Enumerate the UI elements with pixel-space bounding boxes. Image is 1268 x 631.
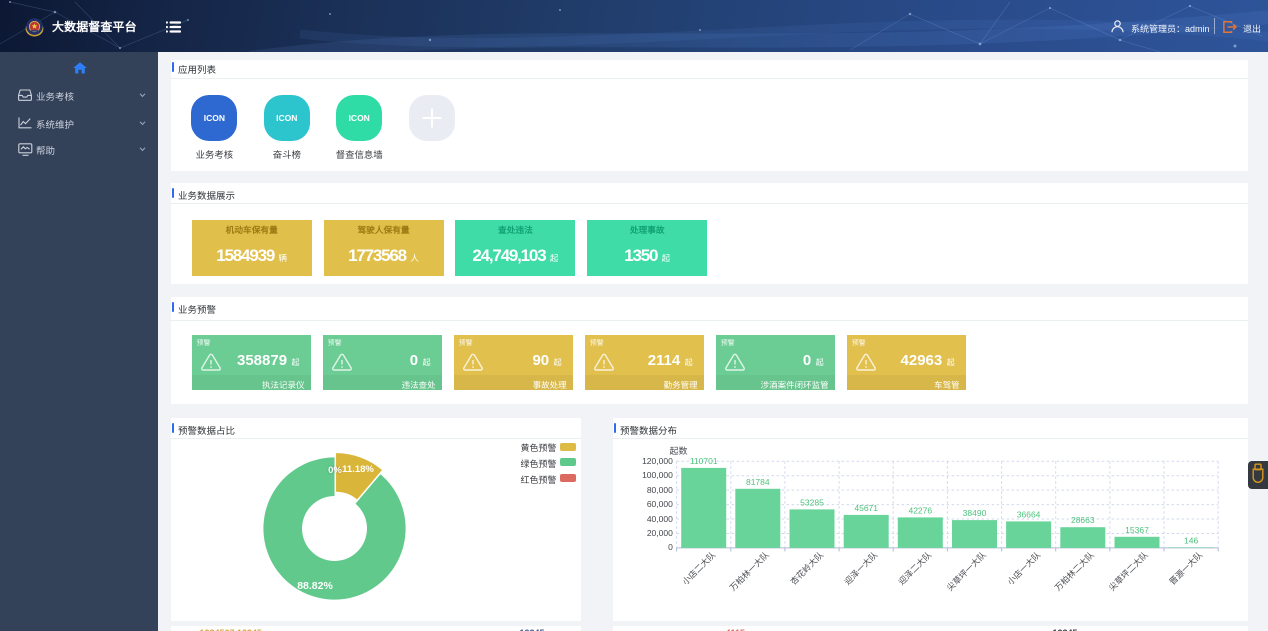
svg-text:45671: 45671	[854, 502, 878, 512]
svg-text:110701: 110701	[689, 455, 717, 465]
svg-text:15367: 15367	[1125, 524, 1149, 534]
svg-text:53285: 53285	[800, 497, 824, 507]
svg-text:28663: 28663	[1070, 515, 1094, 525]
svg-text:38490: 38490	[962, 508, 986, 518]
svg-text:42276: 42276	[908, 505, 932, 515]
svg-text:36664: 36664	[1016, 509, 1040, 519]
svg-text:146: 146	[1184, 535, 1198, 545]
svg-text:81784: 81784	[745, 476, 769, 486]
